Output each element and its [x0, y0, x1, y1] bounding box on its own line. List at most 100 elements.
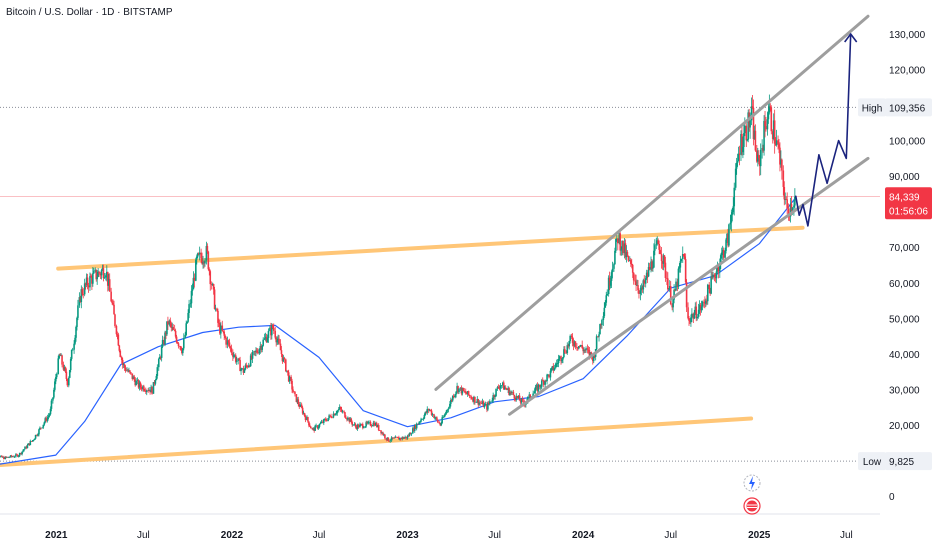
candle-body — [483, 404, 486, 408]
candle-body — [478, 402, 481, 405]
candle — [507, 385, 509, 393]
candle — [793, 200, 795, 216]
us-flag-event-icon[interactable] — [743, 497, 761, 515]
candle-body — [331, 417, 333, 419]
candle-body — [516, 395, 519, 398]
candle — [100, 268, 103, 280]
channel-upper-line[interactable] — [434, 14, 870, 391]
event-icons[interactable] — [743, 474, 761, 515]
candle-body — [354, 424, 357, 427]
candle-body — [497, 387, 500, 388]
candle-body — [518, 395, 521, 401]
candle — [433, 413, 435, 419]
candle — [650, 256, 652, 273]
candle-body — [502, 382, 504, 386]
candle — [251, 349, 254, 364]
projection-path[interactable] — [795, 33, 852, 227]
candle — [551, 365, 554, 371]
projection-arrowhead[interactable] — [844, 33, 858, 43]
candle — [730, 209, 733, 232]
candle-body — [55, 377, 57, 382]
candle-body — [791, 207, 794, 211]
candle — [7, 456, 9, 458]
candle — [493, 394, 495, 400]
candle-body — [638, 290, 640, 294]
candle — [491, 397, 494, 403]
candle — [701, 300, 704, 311]
candle-body — [586, 348, 589, 350]
candle-body — [182, 337, 185, 349]
candle-body — [87, 285, 90, 288]
candle-body — [773, 120, 776, 144]
candle-body — [390, 437, 393, 441]
candle — [84, 282, 87, 290]
candle-body — [634, 280, 636, 282]
candle — [570, 333, 573, 340]
channel-lower-line[interactable] — [508, 156, 870, 416]
candle-body — [97, 271, 99, 277]
support-lines[interactable] — [0, 225, 805, 467]
candle-body — [121, 359, 124, 366]
candle — [253, 350, 255, 356]
candle-body — [205, 245, 208, 261]
candle-body — [348, 417, 351, 422]
candle-body — [725, 239, 727, 251]
candle-body — [388, 441, 391, 442]
candle-body — [362, 427, 365, 429]
candle-body — [193, 277, 196, 281]
candle-body — [309, 425, 311, 427]
candle-body — [668, 288, 670, 290]
candle — [360, 423, 362, 426]
lightning-event-icon[interactable] — [743, 474, 761, 492]
candle-body — [270, 327, 272, 336]
candle-body — [696, 316, 698, 319]
time-tick-label: Jul — [840, 530, 853, 541]
candle — [229, 345, 232, 352]
candle — [330, 413, 332, 419]
projection[interactable] — [795, 33, 858, 227]
time-axis[interactable]: 2021 Jul 2022 Jul 2023 Jul 2024 Jul 2025 Jul — [45, 530, 853, 541]
candle — [635, 274, 637, 292]
lower-support-line[interactable] — [0, 416, 754, 467]
candle — [630, 258, 633, 269]
candle-body — [550, 368, 553, 371]
candle — [694, 302, 697, 315]
candle — [431, 412, 434, 417]
candle-body — [313, 428, 315, 431]
candle-body — [153, 382, 156, 384]
candle — [340, 406, 343, 413]
candle-body — [323, 419, 325, 423]
rising-channel[interactable] — [434, 14, 870, 416]
candle-body — [80, 289, 83, 303]
candle-body — [164, 332, 166, 345]
candle — [153, 379, 156, 386]
upper-support-line[interactable] — [56, 225, 805, 271]
candle — [534, 384, 537, 394]
price-tick-label: 0 — [889, 492, 895, 503]
candle — [26, 443, 29, 449]
candle — [85, 273, 88, 288]
candle — [300, 402, 303, 409]
candle-body — [682, 254, 685, 257]
candle — [661, 260, 664, 270]
candle-body — [216, 308, 218, 311]
candle — [324, 417, 327, 422]
candle — [357, 423, 360, 429]
candle-body — [574, 341, 577, 348]
candle — [443, 413, 446, 418]
candle — [605, 291, 608, 306]
candle-body — [623, 243, 626, 254]
candle — [706, 294, 708, 306]
candle-body — [562, 356, 564, 360]
time-tick-label: Jul — [488, 530, 501, 541]
candle — [132, 375, 135, 380]
candle-body — [218, 322, 220, 324]
price-axis[interactable]: 020,00030,00040,00050,00060,00070,00090,… — [889, 30, 926, 503]
candle — [470, 394, 472, 400]
candle-body — [778, 144, 780, 148]
candle-body — [300, 404, 303, 408]
candle — [343, 410, 345, 414]
candle-body — [15, 454, 17, 457]
candle — [731, 207, 734, 222]
